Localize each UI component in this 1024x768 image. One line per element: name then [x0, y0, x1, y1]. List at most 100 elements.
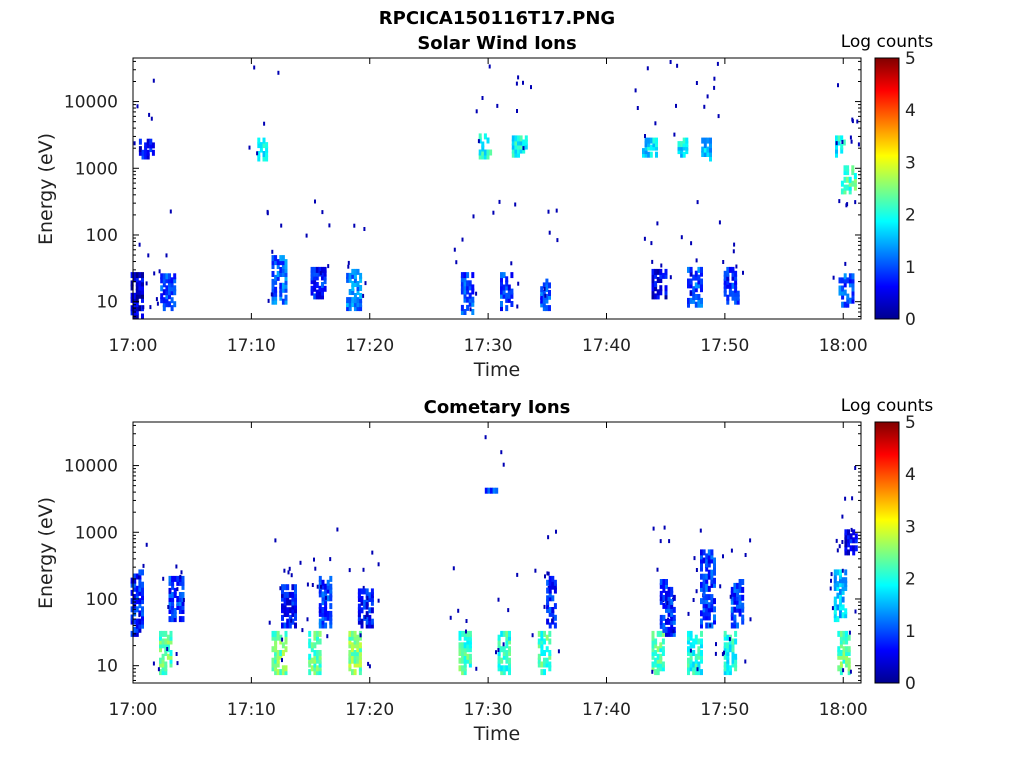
spectrogram-cell: [542, 282, 546, 289]
spectrogram-cell: [348, 642, 352, 649]
spectrogram-cell: [730, 590, 734, 597]
spectrogram-cell: [466, 653, 470, 660]
spectrogram-cell: [713, 569, 716, 576]
spectrogram-cell: [449, 615, 452, 620]
spectrogram-cell: [281, 286, 285, 293]
spectrogram-cell: [281, 267, 285, 273]
spectrogram-cell: [697, 301, 701, 308]
spectrogram-cell: [543, 661, 546, 668]
spectrogram-cell: [161, 661, 165, 668]
spectrogram-cell: [847, 529, 850, 536]
spectrogram-cell: [659, 277, 663, 283]
spectrogram-cell: [707, 606, 711, 613]
spectrogram-cell: [271, 634, 275, 641]
spectrogram-cell: [321, 583, 325, 590]
spectrogram-cell: [845, 661, 849, 668]
spectrogram-cell: [284, 274, 288, 281]
spectrogram-cell: [835, 147, 838, 154]
spectrogram-cell: [551, 618, 554, 623]
colorbar-tick-label: 5: [905, 413, 916, 433]
spectrogram-cell: [540, 297, 544, 304]
spectrogram-cell: [734, 270, 738, 277]
spectrogram-cell: [166, 646, 170, 653]
spectrogram-cell: [734, 661, 738, 668]
spectrogram-cell: [853, 184, 857, 191]
spectrogram-cell: [722, 260, 725, 264]
spectrogram-cell: [336, 527, 339, 532]
spectrogram-cell: [697, 294, 701, 300]
spectrogram-cell: [466, 296, 470, 303]
spectrogram-cell: [833, 600, 837, 607]
spectrogram-cell: [353, 650, 357, 656]
spectrogram-cell: [700, 610, 703, 617]
spectrogram-cell: [522, 139, 526, 146]
spectrogram-cell: [458, 630, 462, 637]
spectrogram-cell: [695, 589, 698, 594]
spectrogram-cell: [460, 272, 464, 279]
spectrogram-cell: [687, 669, 690, 676]
spectrogram-cell: [324, 622, 328, 629]
spectrogram-cell: [677, 141, 681, 148]
spectrogram-cell: [505, 665, 509, 672]
spectrogram-cell: [848, 281, 852, 288]
spectrogram-cell: [702, 557, 706, 564]
spectrogram-cell: [721, 652, 724, 657]
x-tick-label: 17:20: [345, 336, 394, 356]
spectrogram-cell: [856, 119, 859, 124]
spectrogram-cell: [841, 581, 845, 588]
spectrogram-cell: [738, 594, 742, 601]
spectrogram-cell: [313, 665, 317, 672]
spectrogram-cell: [728, 282, 732, 289]
spectrogram-cell: [181, 600, 185, 606]
spectrogram-cell: [146, 142, 150, 149]
spectrogram-cell: [837, 665, 841, 672]
solar-wind-xlabel: Time: [473, 359, 521, 381]
spectrogram-cell: [463, 661, 467, 668]
spectrogram-cell: [849, 135, 852, 140]
spectrogram-cell: [160, 273, 164, 280]
spectrogram-cell: [659, 661, 663, 668]
spectrogram-cell: [749, 617, 752, 622]
spectrogram-cell: [680, 144, 684, 151]
y-tick-label: 10000: [64, 93, 118, 113]
spectrogram-cell: [279, 653, 283, 660]
spectrogram-cell: [517, 147, 520, 154]
spectrogram-cell: [461, 237, 464, 242]
spectrogram-cell: [853, 180, 857, 187]
spectrogram-cell: [551, 607, 555, 613]
spectrogram-cell: [522, 147, 526, 154]
spectrogram-cell: [839, 634, 843, 641]
spectrogram-cell: [279, 267, 283, 273]
spectrogram-cell: [673, 132, 676, 137]
spectrogram-cell: [838, 285, 842, 292]
spectrogram-cell: [481, 153, 485, 160]
spectrogram-cell: [465, 619, 468, 623]
spectrogram-cell: [540, 634, 544, 641]
spectrogram-cell: [466, 642, 470, 649]
spectrogram-cell: [351, 301, 355, 308]
spectrogram-cell: [498, 199, 501, 204]
spectrogram-cell: [468, 638, 472, 645]
spectrogram-cell: [842, 638, 846, 645]
spectrogram-cell: [700, 270, 703, 277]
spectrogram-cell: [738, 606, 742, 613]
spectrogram-cell: [508, 650, 511, 656]
spectrogram-cell: [846, 277, 850, 284]
spectrogram-cell: [730, 614, 734, 621]
spectrogram-cell: [370, 592, 374, 599]
spectrogram-cell: [283, 603, 287, 610]
spectrogram-cell: [461, 657, 465, 664]
spectrogram-cell: [692, 297, 696, 304]
spectrogram-cell: [141, 296, 144, 303]
spectrogram-cell: [710, 622, 714, 629]
spectrogram-cell: [313, 661, 317, 668]
spectrogram-cell: [161, 657, 165, 664]
spectrogram-cell: [543, 657, 546, 664]
spectrogram-cell: [702, 614, 706, 621]
spectrogram-cell: [701, 146, 705, 153]
spectrogram-cell: [176, 596, 180, 602]
spectrogram-cell: [468, 280, 472, 287]
spectrogram-cell: [284, 634, 288, 641]
spectrogram-cell: [548, 607, 552, 613]
spectrogram-cell: [713, 614, 716, 621]
